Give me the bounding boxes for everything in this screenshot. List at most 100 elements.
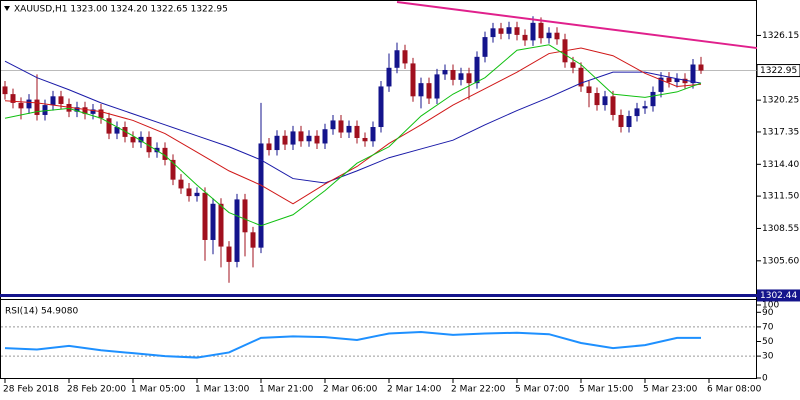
rsi-line <box>4 331 701 359</box>
candle-body <box>378 86 384 128</box>
candle-body <box>546 32 552 39</box>
candle-body <box>490 28 496 38</box>
x-tick-label: 6 Mar 08:00 <box>707 385 762 395</box>
candle-body <box>146 136 152 153</box>
rsi-tick-label: 90 <box>762 308 774 318</box>
y-tick-label: 1326.15 <box>762 31 799 41</box>
candle-body <box>234 199 240 262</box>
candle-body <box>570 62 576 68</box>
candle-body <box>26 99 32 109</box>
candle-body <box>482 37 488 57</box>
candle-body <box>538 22 544 39</box>
candle-body <box>442 69 448 75</box>
candle-body <box>210 203 216 240</box>
candle-body <box>682 78 688 84</box>
rsi-tick-label: 30 <box>762 352 774 362</box>
current-price-label: 1322.95 <box>760 66 797 76</box>
candle-body <box>34 99 40 115</box>
candle-body <box>338 120 344 133</box>
candle-body <box>418 83 424 97</box>
current-price-bg <box>756 64 800 78</box>
y-tick-label: 1308.55 <box>762 224 799 234</box>
candle-body <box>130 136 136 143</box>
candle-body <box>266 143 272 151</box>
x-tick-label: 2 Mar 22:00 <box>451 385 506 395</box>
candle-body <box>474 56 480 84</box>
candle-body <box>642 106 648 109</box>
candle-body <box>298 131 304 142</box>
candle-body <box>186 188 192 197</box>
candle-body <box>658 77 664 92</box>
level-label-bg <box>757 289 800 302</box>
level-label: 1302.44 <box>760 291 797 301</box>
candle-body <box>282 135 288 145</box>
x-tick-label: 28 Feb 20:00 <box>67 385 126 395</box>
y-tick-label: 1314.40 <box>762 160 799 170</box>
candle-body <box>330 120 336 130</box>
candle-body <box>666 77 672 83</box>
y-tick-label: 1317.35 <box>762 127 799 137</box>
candle-body <box>10 94 16 103</box>
menu-arrow <box>4 6 10 11</box>
rsi-tick-label: 0 <box>762 374 768 384</box>
candle-body <box>410 63 416 97</box>
candle-body <box>690 64 696 84</box>
candle-body <box>194 192 200 197</box>
candle-body <box>450 69 456 80</box>
candle-body <box>362 137 368 142</box>
candle-body <box>354 125 360 138</box>
candle-body <box>498 28 504 34</box>
x-tick-label: 5 Mar 23:00 <box>643 385 698 395</box>
candle-body <box>106 118 112 134</box>
candle-body <box>554 32 560 40</box>
moving-average <box>4 47 702 205</box>
candle-body <box>66 103 72 112</box>
y-tick-label: 1311.50 <box>762 192 799 202</box>
moving-average <box>4 44 702 227</box>
candle-body <box>162 147 168 160</box>
rsi-tick-label: 70 <box>762 322 774 332</box>
candle-body <box>98 109 104 119</box>
candle-body <box>114 127 120 134</box>
candle-body <box>346 125 352 133</box>
candle-body <box>674 78 680 83</box>
candle-body <box>242 199 248 233</box>
candle-body <box>402 50 408 64</box>
candle-body <box>82 107 88 114</box>
candle-body <box>394 50 400 68</box>
candle-body <box>634 108 640 117</box>
candle-body <box>290 131 296 145</box>
candle-body <box>514 27 520 35</box>
candle-body <box>50 96 56 106</box>
candle-body <box>610 96 616 115</box>
rsi-tick-label: 50 <box>762 337 774 347</box>
moving-average <box>4 60 702 184</box>
candle-body <box>218 203 224 247</box>
candle-body <box>578 67 584 87</box>
candle-body <box>42 105 48 115</box>
candle-body <box>274 135 280 151</box>
x-tick-label: 5 Mar 15:00 <box>579 385 634 395</box>
candle-body <box>178 179 184 189</box>
x-tick-label: 2 Mar 06:00 <box>323 385 378 395</box>
candle-body <box>90 109 96 114</box>
y-tick-label: 1305.60 <box>762 256 799 266</box>
candle-body <box>314 135 320 144</box>
x-tick-label: 1 Mar 13:00 <box>195 385 250 395</box>
candle-body <box>370 127 376 142</box>
candle-body <box>602 96 608 106</box>
candle-body <box>650 91 656 107</box>
candle-body <box>426 83 432 99</box>
candle-body <box>322 129 328 144</box>
chart-title: XAUUSD,H1 1323.00 1324.20 1322.65 1322.9… <box>14 5 228 15</box>
x-tick-label: 28 Feb 2018 <box>3 385 59 395</box>
candle-body <box>530 22 536 41</box>
candle-body <box>522 34 528 41</box>
x-tick-label: 2 Mar 14:00 <box>387 385 442 395</box>
y-tick-label: 1320.25 <box>762 96 799 106</box>
x-tick-label: 1 Mar 05:00 <box>131 385 186 395</box>
candle-body <box>466 73 472 84</box>
candle-body <box>58 96 64 104</box>
